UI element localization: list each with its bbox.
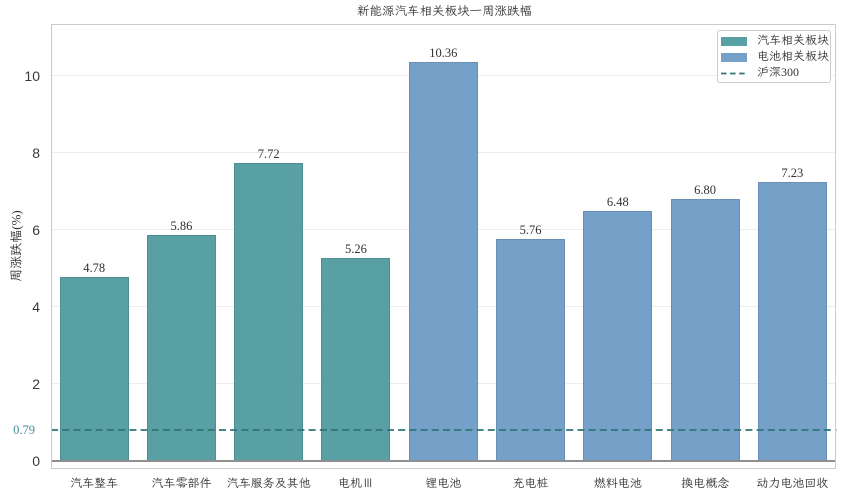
bar-value-label-燃料电池: 6.48 (606, 195, 629, 210)
y-tick-2: 2 (32, 375, 40, 392)
x-tick-燃料电池: 燃料电池 (593, 476, 642, 491)
bar-充电桩 (496, 238, 566, 461)
legend: 汽车相关板块 电池相关板块 沪深300 (717, 30, 831, 83)
x-tick-充电桩: 充电桩 (512, 476, 549, 491)
chart-title: 新能源汽车相关板块一周涨跌幅 (356, 2, 532, 19)
bar-动力电池回收 (757, 182, 827, 461)
zero-baseline (50, 460, 836, 462)
y-tick-0: 0 (32, 452, 40, 469)
legend-entry-battery-sector: 电池相关板块 (718, 49, 830, 65)
legend-entry-csi300: 沪深300 (718, 65, 830, 81)
x-tick-汽车零部件: 汽车零部件 (151, 476, 212, 491)
y-tick-10: 10 (24, 67, 40, 84)
legend-label-csi300: 沪深300 (757, 65, 800, 80)
legend-label-battery-sector: 电池相关板块 (757, 49, 830, 64)
bar-value-label-汽车零部件: 5.86 (170, 218, 193, 233)
legend-label-auto-sector: 汽车相关板块 (757, 33, 830, 48)
bar-汽车整车 (59, 276, 129, 461)
bar-value-label-汽车服务及其他: 7.72 (257, 147, 280, 162)
reference-dashed-line (50, 429, 836, 432)
legend-swatch-battery-sector (721, 52, 747, 62)
bar-value-label-充电桩: 5.76 (519, 222, 542, 237)
bar-value-label-锂电池: 10.36 (429, 45, 458, 60)
bar-value-label-汽车整车: 4.78 (83, 260, 106, 275)
y-tick-8: 8 (32, 144, 40, 161)
bar-value-label-动力电池回收: 7.23 (781, 166, 804, 181)
x-tick-汽车服务及其他: 汽车服务及其他 (226, 476, 311, 491)
x-tick-换电概念: 换电概念 (681, 476, 730, 491)
plot-area (50, 23, 836, 469)
bar-燃料电池 (583, 211, 653, 461)
bar-value-label-电机Ⅲ: 5.26 (345, 242, 367, 257)
bar-汽车服务及其他 (234, 163, 304, 461)
x-tick-动力电池回收: 动力电池回收 (756, 476, 829, 491)
legend-swatch-auto-sector (721, 36, 747, 46)
bar-汽车零部件 (146, 235, 216, 461)
bar-锂电池 (408, 61, 478, 461)
bar-value-label-换电概念: 6.80 (694, 182, 717, 197)
x-tick-锂电池: 锂电池 (425, 476, 462, 491)
legend-dashed-line-icon (721, 72, 747, 74)
y-tick-6: 6 (32, 221, 40, 238)
legend-entry-auto-sector: 汽车相关板块 (718, 33, 830, 49)
y-tick-4: 4 (32, 298, 40, 315)
x-tick-汽车整车: 汽车整车 (70, 476, 119, 491)
reference-line-value-label: 0.79 (13, 423, 35, 438)
bar-换电概念 (670, 198, 740, 461)
x-tick-电机Ⅲ: 电机Ⅲ (337, 476, 374, 491)
